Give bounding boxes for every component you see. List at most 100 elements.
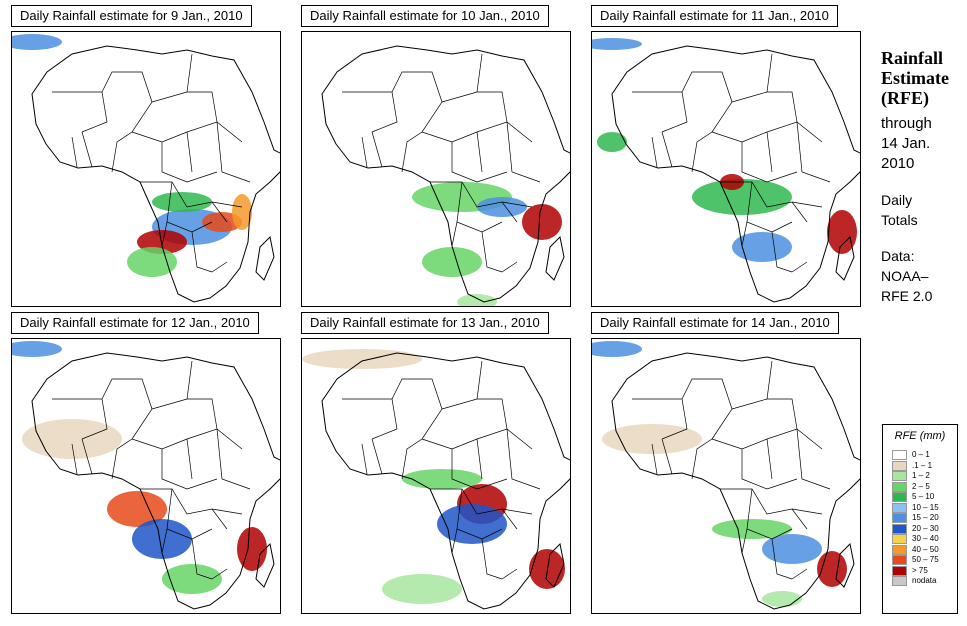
country-border [211,568,228,580]
country-border [771,231,793,273]
sidebar-info: Rainfall Estimate (RFE) through 14 Jan. … [881,48,963,306]
legend-swatch [892,534,907,545]
country-border [766,131,773,173]
country-border [391,378,443,440]
country-border [501,201,533,208]
continent-outline [611,352,860,610]
rainfall-area [202,212,242,232]
legend-row: nodata [892,576,957,587]
country-border [451,221,458,247]
country-border [691,131,713,173]
country-border [476,360,483,400]
country-border [71,443,78,475]
panel-title: Daily Rainfall estimate for 13 Jan., 201… [301,312,549,334]
rainfall-map [11,338,281,614]
legend-label: > 75 [912,565,928,575]
panel-title: Daily Rainfall estimate for 10 Jan., 201… [301,5,549,27]
rainfall-area [762,591,802,607]
country-border [342,398,398,440]
rainfall-area [457,294,497,306]
country-border [791,261,808,273]
country-border [451,449,508,490]
country-border [371,438,383,475]
legend-row: 1 – 2 [892,471,957,482]
rainfall-map [591,338,861,614]
legend-label: 15 – 20 [912,513,939,523]
country-border [401,131,423,173]
country-border [81,438,93,475]
country-border [186,53,193,93]
country-border [52,91,108,133]
country-border [791,568,808,580]
africa-map-svg [12,34,280,303]
country-border [791,201,823,208]
country-border [766,53,773,93]
country-border [52,398,108,440]
madagascar-outline [545,542,565,588]
country-border [720,488,808,530]
rainfall-map-panel: Daily Rainfall estimate for 14 Jan., 201… [591,312,861,614]
legend-label: 0 – 1 [912,450,930,460]
sidebar-daily-line2: Totals [881,212,918,228]
africa-map-svg [12,341,280,610]
rainfall-map-panel: Daily Rainfall estimate for 13 Jan., 201… [301,312,571,614]
africa-map-svg [592,38,860,303]
country-border [796,428,831,490]
country-border [101,378,153,440]
legend-swatch [892,492,907,503]
legend-row: 10 – 15 [892,502,957,514]
legend-row: 50 – 75 [892,555,957,566]
country-border [216,121,251,183]
panel-title: Daily Rainfall estimate for 14 Jan., 201… [591,312,839,334]
rainfall-map [301,31,571,307]
rainfall-map [301,338,571,614]
panel-title: Daily Rainfall estimate for 12 Jan., 201… [11,312,259,334]
country-border [401,438,423,480]
country-border [681,71,733,133]
legend-swatch [892,460,907,471]
country-border [456,488,503,540]
rainfall-area [692,179,792,215]
sidebar-title-line3: (RFE) [881,88,929,108]
country-border [430,488,518,530]
rainfall-area [732,232,792,262]
country-border [161,449,218,490]
country-border [371,131,383,168]
legend-swatch [892,481,907,492]
country-border [186,360,193,400]
legend-swatch [892,502,907,513]
country-border [506,121,541,183]
legend-label: 40 – 50 [912,544,939,554]
country-border [430,181,518,223]
country-border [166,488,213,540]
continent-outline [321,352,570,610]
rainfall-area [762,534,822,564]
legend-swatch [892,576,907,587]
legend-label: 10 – 15 [912,502,939,512]
country-border [720,181,808,223]
country-border [501,568,518,580]
country-border [211,508,243,515]
country-border [451,528,458,554]
sidebar-date-line2: 2010 [881,155,915,172]
rainfall-area [529,549,565,589]
country-border [101,71,153,133]
country-border [111,131,133,173]
rainfall-area [132,519,192,559]
rainfall-map-panel: Daily Rainfall estimate for 10 Jan., 201… [301,5,571,307]
country-border [741,528,748,554]
country-border [661,131,673,168]
country-border [441,91,508,123]
country-border [731,91,798,123]
country-border [161,142,218,183]
country-border [791,508,823,515]
country-border [451,142,508,183]
rainfall-map-panel: Daily Rainfall estimate for 12 Jan., 201… [11,312,281,614]
country-border [481,538,503,580]
country-border [216,428,251,490]
africa-map-svg [592,341,860,610]
country-border [191,538,213,580]
country-border [632,91,688,133]
legend-title: RFE (mm) [894,430,946,442]
